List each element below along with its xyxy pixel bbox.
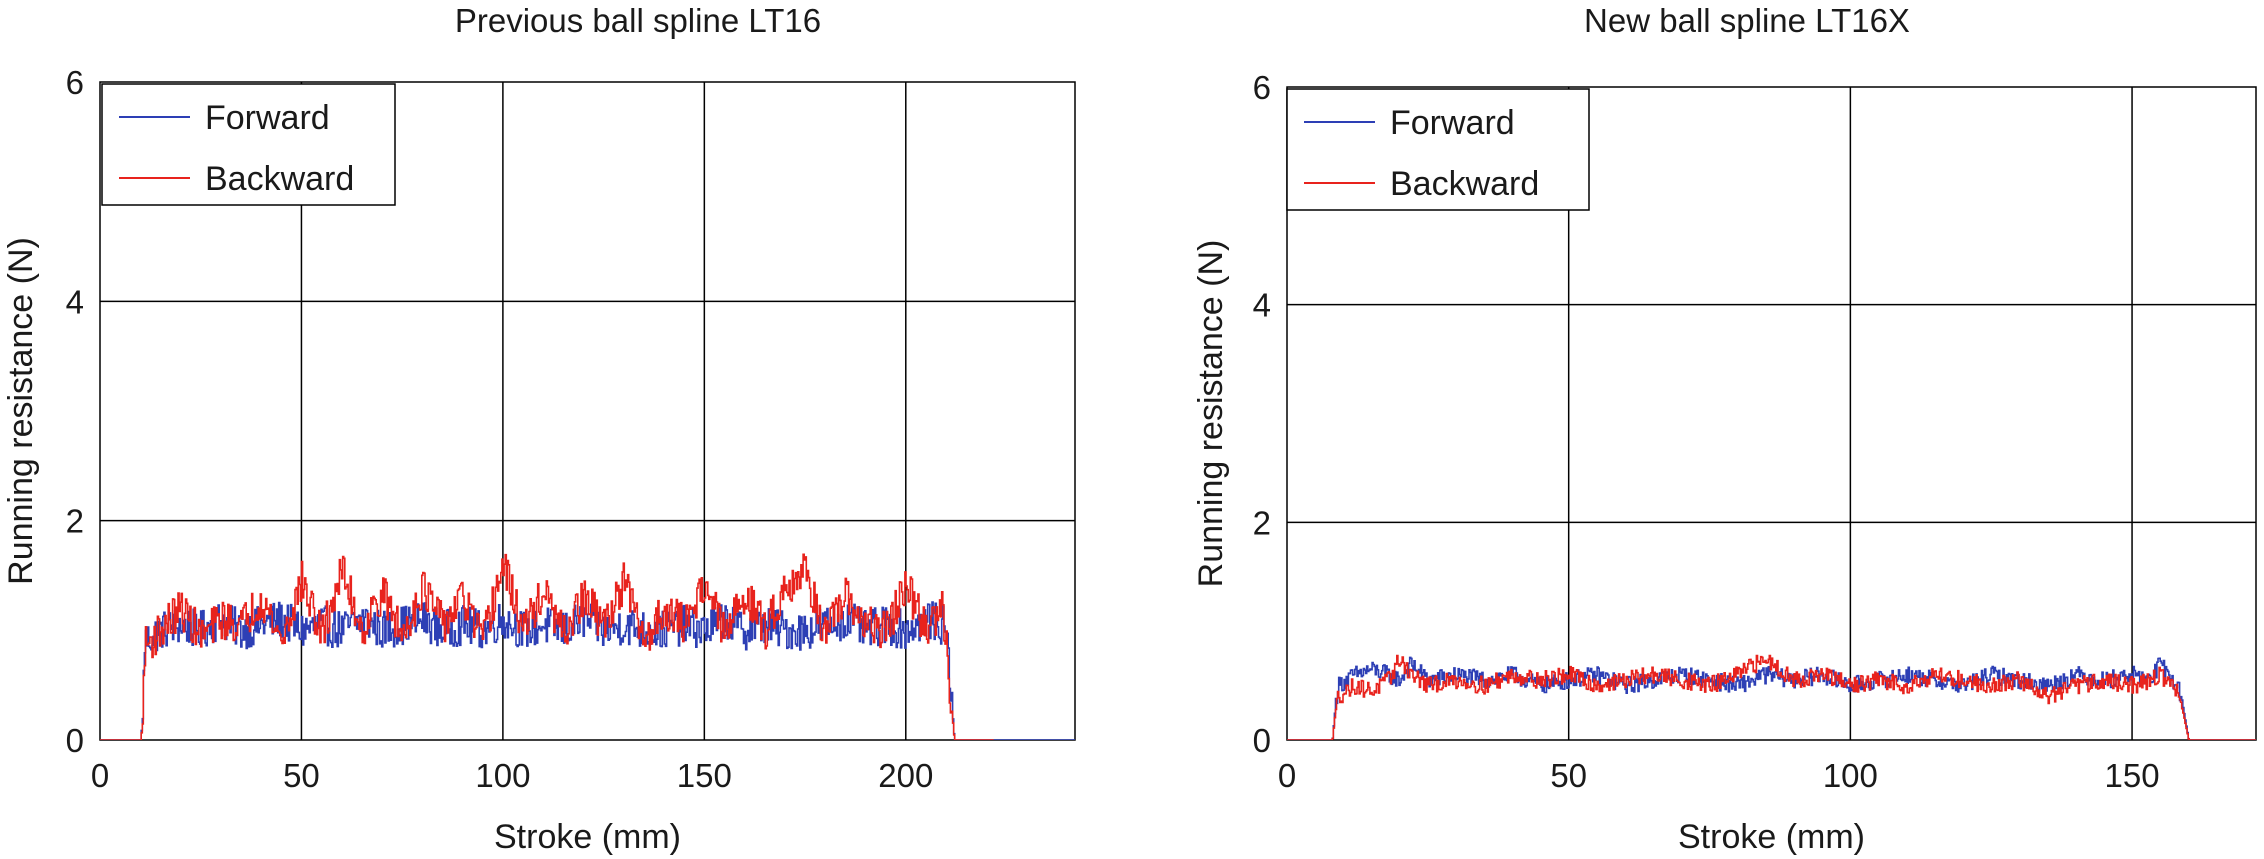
- y-axis-label: Running resistance (N): [1192, 240, 1230, 588]
- x-tick-label: 0: [1278, 757, 1296, 794]
- x-tick-label: 100: [475, 757, 530, 794]
- y-tick-label: 4: [1253, 287, 1271, 324]
- y-tick-label: 4: [66, 283, 84, 320]
- legend-label-backward: Backward: [1390, 165, 1539, 203]
- plot-frame: [1286, 86, 2257, 741]
- y-tick-label: 0: [1253, 722, 1271, 759]
- x-tick-label: 0: [91, 757, 109, 794]
- x-tick-label: 50: [283, 757, 320, 794]
- y-tick-label: 6: [66, 64, 84, 101]
- x-tick-label: 200: [878, 757, 933, 794]
- chart-title: Previous ball spline LT16: [455, 2, 821, 39]
- legend-label-forward: Forward: [205, 99, 330, 137]
- legend: Forward Backward: [101, 83, 396, 206]
- x-tick-label: 100: [1823, 757, 1878, 794]
- series-line-backward: [1287, 654, 2256, 740]
- legend-box: [101, 83, 396, 206]
- x-tick-label: 150: [2105, 757, 2160, 794]
- chart-title: New ball spline LT16X: [1584, 2, 1910, 39]
- plot-frame: [99, 81, 1076, 741]
- legend: Forward Backward: [1286, 88, 1590, 211]
- series-line-backward: [100, 553, 994, 740]
- y-tick-label: 2: [1253, 504, 1271, 541]
- legend-box: [1286, 88, 1590, 211]
- chart-2: New ball spline LT16X 0 50 100 150 0 2 4 6 Stroke…: [1192, 2, 2257, 856]
- x-tick-label: 150: [677, 757, 732, 794]
- x-tick-label: 50: [1550, 757, 1587, 794]
- chart-1: Previous ball spline LT16 0 50 100 150 200 0 2 4…: [2, 2, 1076, 856]
- x-axis-label: Stroke (mm): [494, 818, 681, 856]
- y-tick-label: 0: [66, 722, 84, 759]
- y-tick-label: 2: [66, 503, 84, 540]
- legend-label-forward: Forward: [1390, 104, 1515, 142]
- y-tick-label: 6: [1253, 69, 1271, 106]
- x-axis-label: Stroke (mm): [1678, 818, 1865, 856]
- y-axis-label: Running resistance (N): [2, 237, 40, 585]
- series-line-forward: [1287, 656, 2256, 740]
- legend-label-backward: Backward: [205, 160, 354, 198]
